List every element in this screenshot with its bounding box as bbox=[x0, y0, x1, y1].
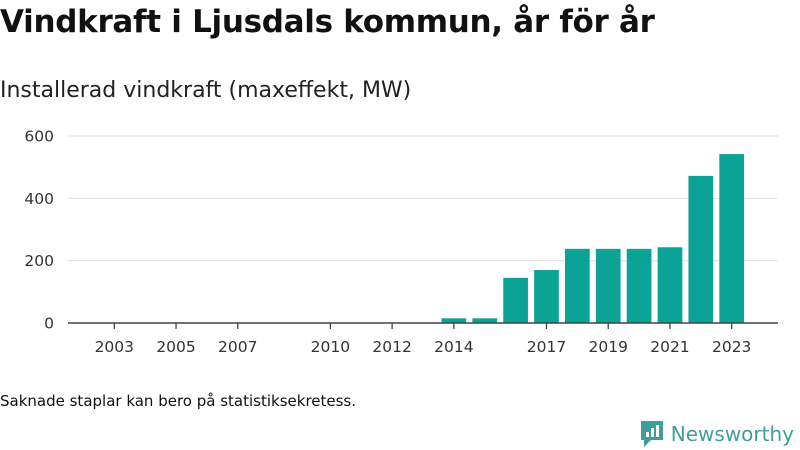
y-tick-label-0: 0 bbox=[44, 315, 54, 333]
x-tick-label-2005: 2005 bbox=[156, 338, 195, 356]
brand-name: Newsworthy bbox=[670, 422, 794, 446]
bars bbox=[441, 154, 745, 323]
y-tick-label-400: 400 bbox=[24, 190, 54, 208]
bar-2021 bbox=[657, 247, 683, 323]
bar-2022 bbox=[688, 175, 714, 323]
bar-2018 bbox=[565, 248, 590, 323]
x-tick-label-2021: 2021 bbox=[650, 338, 689, 356]
x-tick-label-2003: 2003 bbox=[95, 338, 134, 356]
bar-2020 bbox=[626, 248, 652, 323]
bar-2015 bbox=[472, 318, 498, 323]
bar-2019 bbox=[595, 248, 621, 323]
y-tick-label-600: 600 bbox=[24, 128, 54, 146]
x-tick-label-2007: 2007 bbox=[218, 338, 257, 356]
chart-title: Vindkraft i Ljusdals kommun, år för år bbox=[0, 4, 655, 40]
footnote: Saknade staplar kan bero på statistiksek… bbox=[0, 392, 357, 410]
axes bbox=[68, 322, 778, 329]
bar-2017 bbox=[534, 270, 559, 323]
x-tick-label-2019: 2019 bbox=[588, 338, 627, 356]
bar-2023 bbox=[719, 154, 745, 323]
x-tick-label-2014: 2014 bbox=[434, 338, 473, 356]
tick-labels: 0 200 400 600 2003 2005 2007 2010 2012 2014 2017 20… bbox=[24, 128, 751, 357]
gridlines bbox=[68, 135, 778, 262]
x-tick-label-2017: 2017 bbox=[527, 338, 566, 356]
x-tick-label-2023: 2023 bbox=[712, 338, 751, 356]
y-tick-label-200: 200 bbox=[24, 252, 54, 270]
newsworthy-logo-icon bbox=[640, 421, 663, 447]
bar-2014 bbox=[441, 318, 467, 323]
chart-subtitle: Installerad vindkraft (maxeffekt, MW) bbox=[0, 78, 412, 103]
x-tick-label-2010: 2010 bbox=[311, 338, 350, 356]
bar-2016 bbox=[503, 277, 528, 323]
x-tick-label-2012: 2012 bbox=[372, 338, 411, 356]
brand-logo: Newsworthy bbox=[639, 420, 794, 448]
bar-chart: 0 200 400 600 2003 2005 2007 2010 2012 2014 2017 20… bbox=[24, 128, 778, 357]
